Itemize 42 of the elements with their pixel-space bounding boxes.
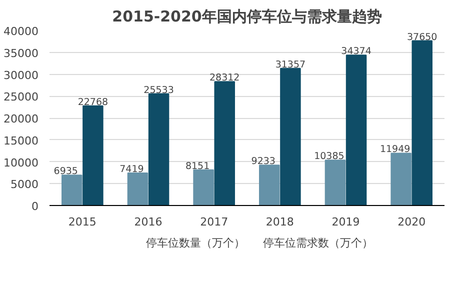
x-tick-label: 2017: [200, 216, 228, 228]
y-tick-label: 10000: [4, 156, 39, 170]
bar: [148, 93, 170, 206]
text: 停车位数量（万个）: [146, 236, 245, 250]
bar: [346, 54, 367, 206]
y-tick-label: 0: [32, 200, 38, 213]
data-label: 6935: [54, 166, 78, 178]
bar: [412, 40, 432, 206]
bar: [82, 105, 104, 206]
text: 停车位需求数（万个）: [263, 236, 373, 250]
y-tick-label: 20000: [4, 112, 39, 126]
y-tick-label: 5000: [10, 178, 39, 192]
bar: [62, 174, 82, 206]
bar: [214, 81, 235, 206]
data-label: 8151: [185, 160, 210, 172]
data-label: 11949: [380, 144, 410, 156]
bar: [390, 152, 412, 206]
bar: [280, 68, 301, 206]
y-tick-label: 40000: [4, 25, 39, 38]
x-tick-label: 2020: [398, 216, 426, 228]
data-label: 37650: [407, 32, 438, 43]
y-tick-label: 25000: [4, 90, 39, 104]
bar: [127, 172, 148, 206]
x-tick-label: 2016: [134, 216, 162, 228]
x-tick-label: 2018: [266, 216, 294, 228]
bar: [193, 169, 214, 206]
data-label: 10385: [314, 151, 344, 162]
data-label: 34374: [341, 46, 372, 58]
bar: [259, 164, 280, 206]
bar: [324, 160, 346, 206]
data-label: 22768: [78, 96, 108, 108]
data-label: 9233: [251, 156, 276, 168]
y-tick-label: 35000: [4, 46, 39, 60]
data-label: 25533: [144, 84, 174, 96]
data-label: 31357: [275, 59, 306, 70]
data-label: 28312: [210, 72, 240, 84]
y-tick-label: 30000: [4, 68, 39, 82]
chart-title: 2015-2020年国内停车位与需求量趋势: [112, 8, 382, 26]
data-label: 7419: [120, 164, 144, 176]
x-tick-label: 2019: [332, 216, 360, 228]
x-tick-label: 2015: [68, 216, 96, 228]
y-tick-label: 15000: [4, 134, 39, 148]
